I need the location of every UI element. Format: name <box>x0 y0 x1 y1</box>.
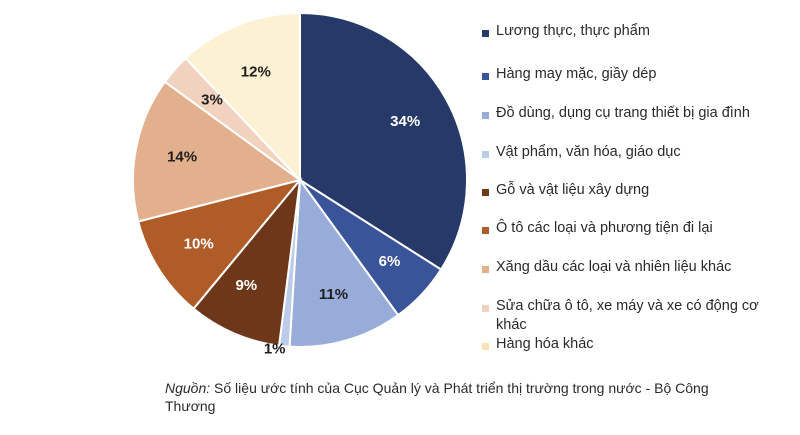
legend-item: Lương thực, thực phẩm <box>482 22 782 41</box>
legend-label: Hàng may mặc, giầy dép <box>496 66 657 82</box>
legend-label: Đồ dùng, dụng cụ trang thiết bị gia đình <box>496 105 750 121</box>
pie-value-label: 12% <box>241 63 271 80</box>
legend-item: Hàng hóa khác <box>482 335 782 354</box>
pie-slice <box>192 176 302 347</box>
legend-swatch <box>482 343 489 350</box>
legend-label: Hàng hóa khác <box>496 336 594 352</box>
pie-value-label: 10% <box>184 235 214 252</box>
pie-slice <box>184 11 301 183</box>
pie-value-label: 3% <box>201 92 223 109</box>
legend-swatch <box>482 189 489 196</box>
pie-value-labels: 34% 6% 11% 1% 9% 10% 14% 3% 12% <box>167 63 420 357</box>
legend-item: Vật phẩm, văn hóa, giáo dục <box>482 143 782 162</box>
legend-swatch <box>482 305 489 312</box>
legend-label: Vật phẩm, văn hóa, giáo dục <box>496 144 681 160</box>
legend-swatch <box>482 112 489 119</box>
source-text: Số liệu ước tính của Cục Quản lý và Phát… <box>165 380 709 414</box>
legend-swatch <box>482 151 489 158</box>
legend-label: Ô tô các loại và phương tiện đi lại <box>496 220 713 236</box>
legend-swatch <box>482 30 489 37</box>
pie-value-label: 14% <box>167 148 197 165</box>
legend-item: Hàng may mặc, giầy dép <box>482 65 782 84</box>
pie-value-label: 1% <box>264 340 286 357</box>
pie-value-label: 6% <box>379 253 401 270</box>
pie-value-label: 11% <box>319 286 348 303</box>
legend-item: Đồ dùng, dụng cụ trang thiết bị gia đình <box>482 104 782 123</box>
legend-item: Xăng dầu các loại và nhiên liệu khác <box>482 258 782 277</box>
legend-label: Xăng dầu các loại và nhiên liệu khác <box>496 259 732 275</box>
source-label: Nguồn: <box>165 380 211 396</box>
pie-value-label: 34% <box>390 113 420 130</box>
legend-label: Lương thực, thực phẩm <box>496 23 650 39</box>
source-note: Nguồn: Số liệu ước tính của Cục Quản lý … <box>165 379 725 415</box>
pie-slices <box>132 11 468 348</box>
legend-label: Sửa chữa ô tô, xe máy và xe có động cơ k… <box>496 298 759 333</box>
pie-value-label: 9% <box>235 277 257 294</box>
legend-swatch <box>482 73 489 80</box>
pie-slice <box>288 177 400 348</box>
legend-item: Sửa chữa ô tô, xe máy và xe có động cơ k… <box>482 297 782 335</box>
legend-swatch <box>482 227 489 234</box>
pie-slice <box>132 80 303 223</box>
legend-label: Gỗ và vật liệu xây dựng <box>496 182 650 198</box>
legend-swatch <box>482 266 489 273</box>
legend-item: Ô tô các loại và phương tiện đi lại <box>482 219 782 238</box>
legend-item: Gỗ và vật liệu xây dựng <box>482 181 782 200</box>
